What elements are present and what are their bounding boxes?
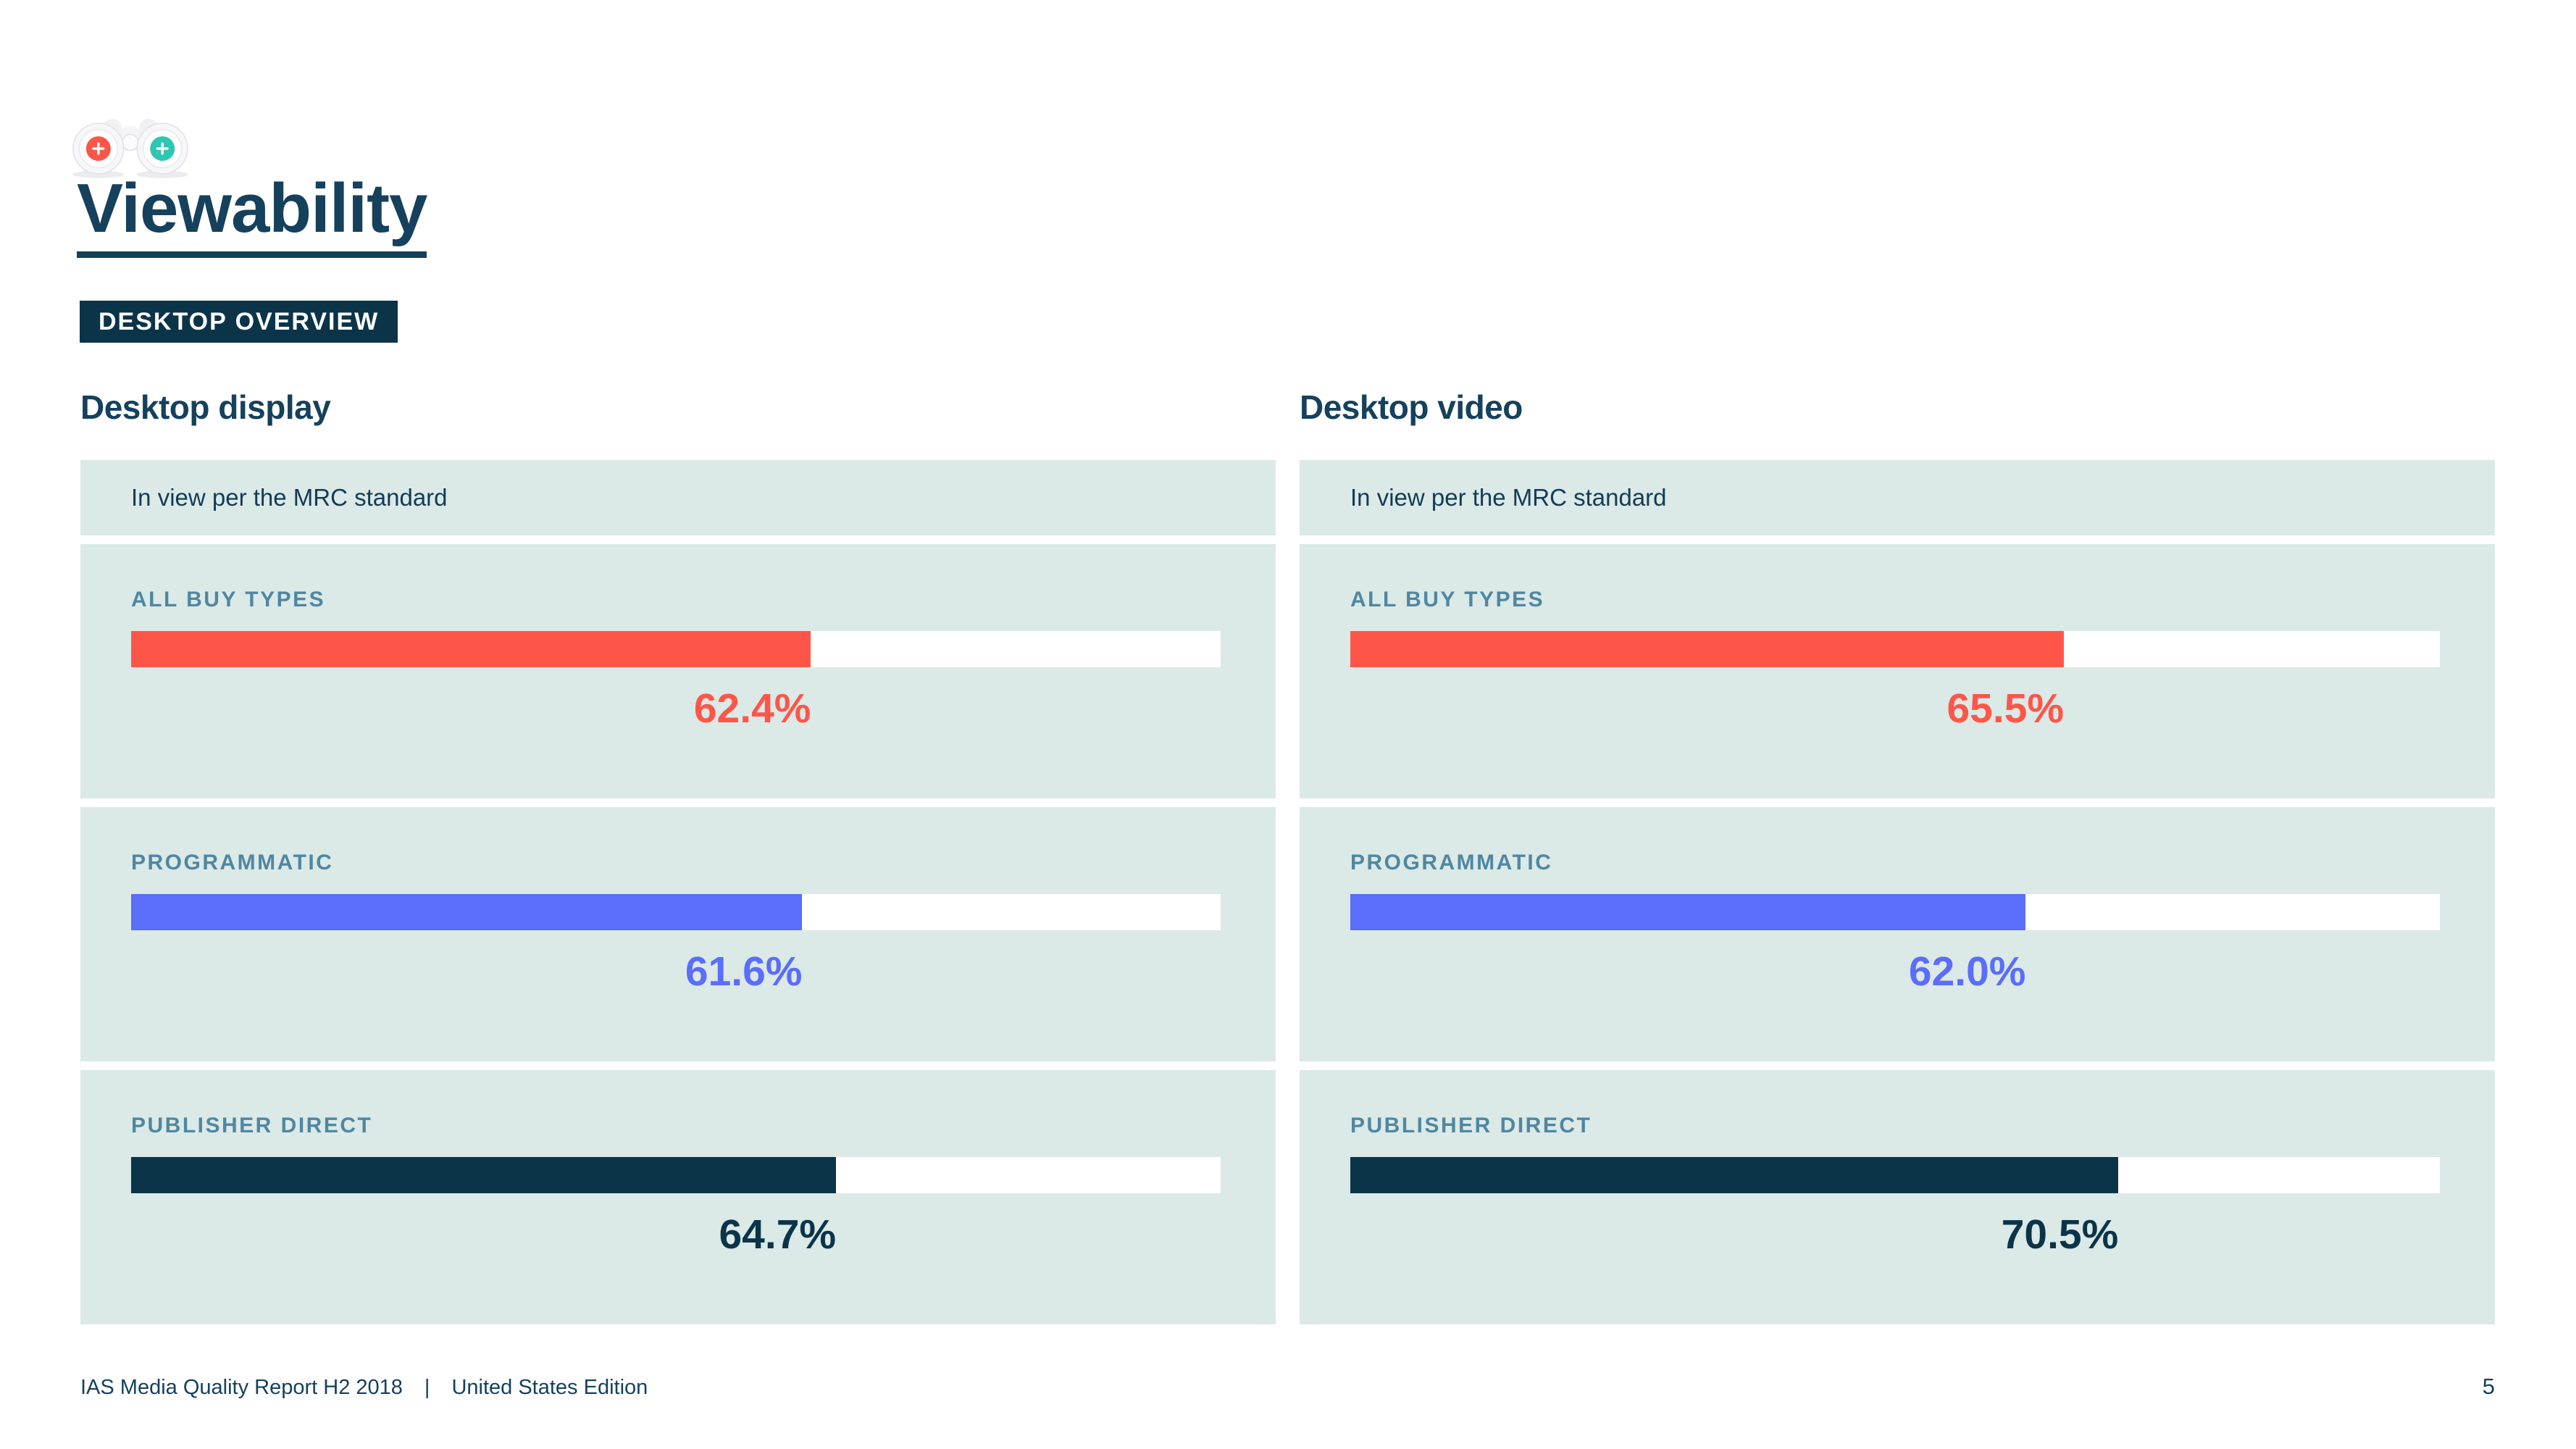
metric-publisher-direct: PUBLISHER DIRECT 64.7% — [80, 1070, 1276, 1324]
mrc-standard-row: In view per the MRC standard — [1300, 460, 2495, 535]
bar-track — [1350, 1157, 2440, 1193]
metric-value: 64.7% — [131, 1211, 836, 1258]
bar-fill — [1350, 631, 2065, 667]
bar-track — [1350, 631, 2440, 667]
metric-value-text: 65.5% — [1946, 685, 2065, 732]
column-desktop-video: Desktop video In view per the MRC standa… — [1300, 388, 2495, 1333]
metric-value-text: 70.5% — [2001, 1211, 2119, 1258]
bar-fill — [1350, 894, 2026, 930]
footer-report-title: IAS Media Quality Report H2 2018 — [80, 1376, 403, 1399]
metric-value: 62.0% — [1350, 948, 2026, 995]
metric-value-text: 61.6% — [685, 948, 803, 995]
mrc-standard-label: In view per the MRC standard — [131, 484, 448, 511]
bar-fill — [131, 631, 811, 667]
metric-value-text: 62.4% — [693, 685, 811, 732]
metric-all-buy-types: ALL BUY TYPES 65.5% — [1300, 544, 2495, 798]
metric-all-buy-types: ALL BUY TYPES 62.4% — [80, 544, 1276, 798]
metric-label: ALL BUY TYPES — [1350, 588, 1545, 611]
bar-track — [131, 1157, 1221, 1193]
metric-label: PUBLISHER DIRECT — [1350, 1114, 1592, 1137]
mrc-standard-label: In view per the MRC standard — [1350, 484, 1667, 511]
metric-value: 70.5% — [1350, 1211, 2119, 1258]
footer-separator: | — [424, 1376, 430, 1399]
charts-area: Desktop display In view per the MRC stan… — [80, 388, 2495, 1333]
desktop-overview-badge: DESKTOP OVERVIEW — [80, 301, 398, 343]
metric-value: 62.4% — [131, 685, 811, 732]
metric-label: ALL BUY TYPES — [131, 588, 326, 611]
metric-publisher-direct: PUBLISHER DIRECT 70.5% — [1300, 1070, 2495, 1324]
metric-label: PROGRAMMATIC — [131, 851, 334, 874]
metric-programmatic: PROGRAMMATIC 62.0% — [1300, 807, 2495, 1061]
binoculars-icon — [72, 118, 188, 178]
bar-track — [131, 631, 1221, 667]
page-title: Viewability — [77, 172, 427, 258]
metric-programmatic: PROGRAMMATIC 61.6% — [80, 807, 1276, 1061]
column-header: Desktop video — [1300, 388, 1523, 426]
page-number: 5 — [2482, 1374, 2495, 1399]
metric-label: PROGRAMMATIC — [1350, 851, 1553, 874]
bar-fill — [131, 1157, 837, 1193]
mrc-standard-row: In view per the MRC standard — [80, 460, 1276, 535]
metric-label: PUBLISHER DIRECT — [131, 1114, 373, 1137]
footer-left: IAS Media Quality Report H2 2018 | United … — [80, 1376, 648, 1400]
metric-value: 65.5% — [1350, 685, 2064, 732]
metric-value-text: 64.7% — [719, 1211, 837, 1258]
bar-fill — [131, 894, 803, 930]
bar-track — [1350, 894, 2440, 930]
bar-fill — [1350, 1157, 2119, 1193]
metric-value: 61.6% — [131, 948, 803, 995]
footer-edition: United States Edition — [451, 1376, 648, 1399]
footer: IAS Media Quality Report H2 2018 | United … — [80, 1374, 2495, 1400]
column-header: Desktop display — [80, 388, 331, 426]
metric-value-text: 62.0% — [1908, 948, 2026, 995]
column-desktop-display: Desktop display In view per the MRC stan… — [80, 388, 1276, 1333]
bar-track — [131, 894, 1221, 930]
